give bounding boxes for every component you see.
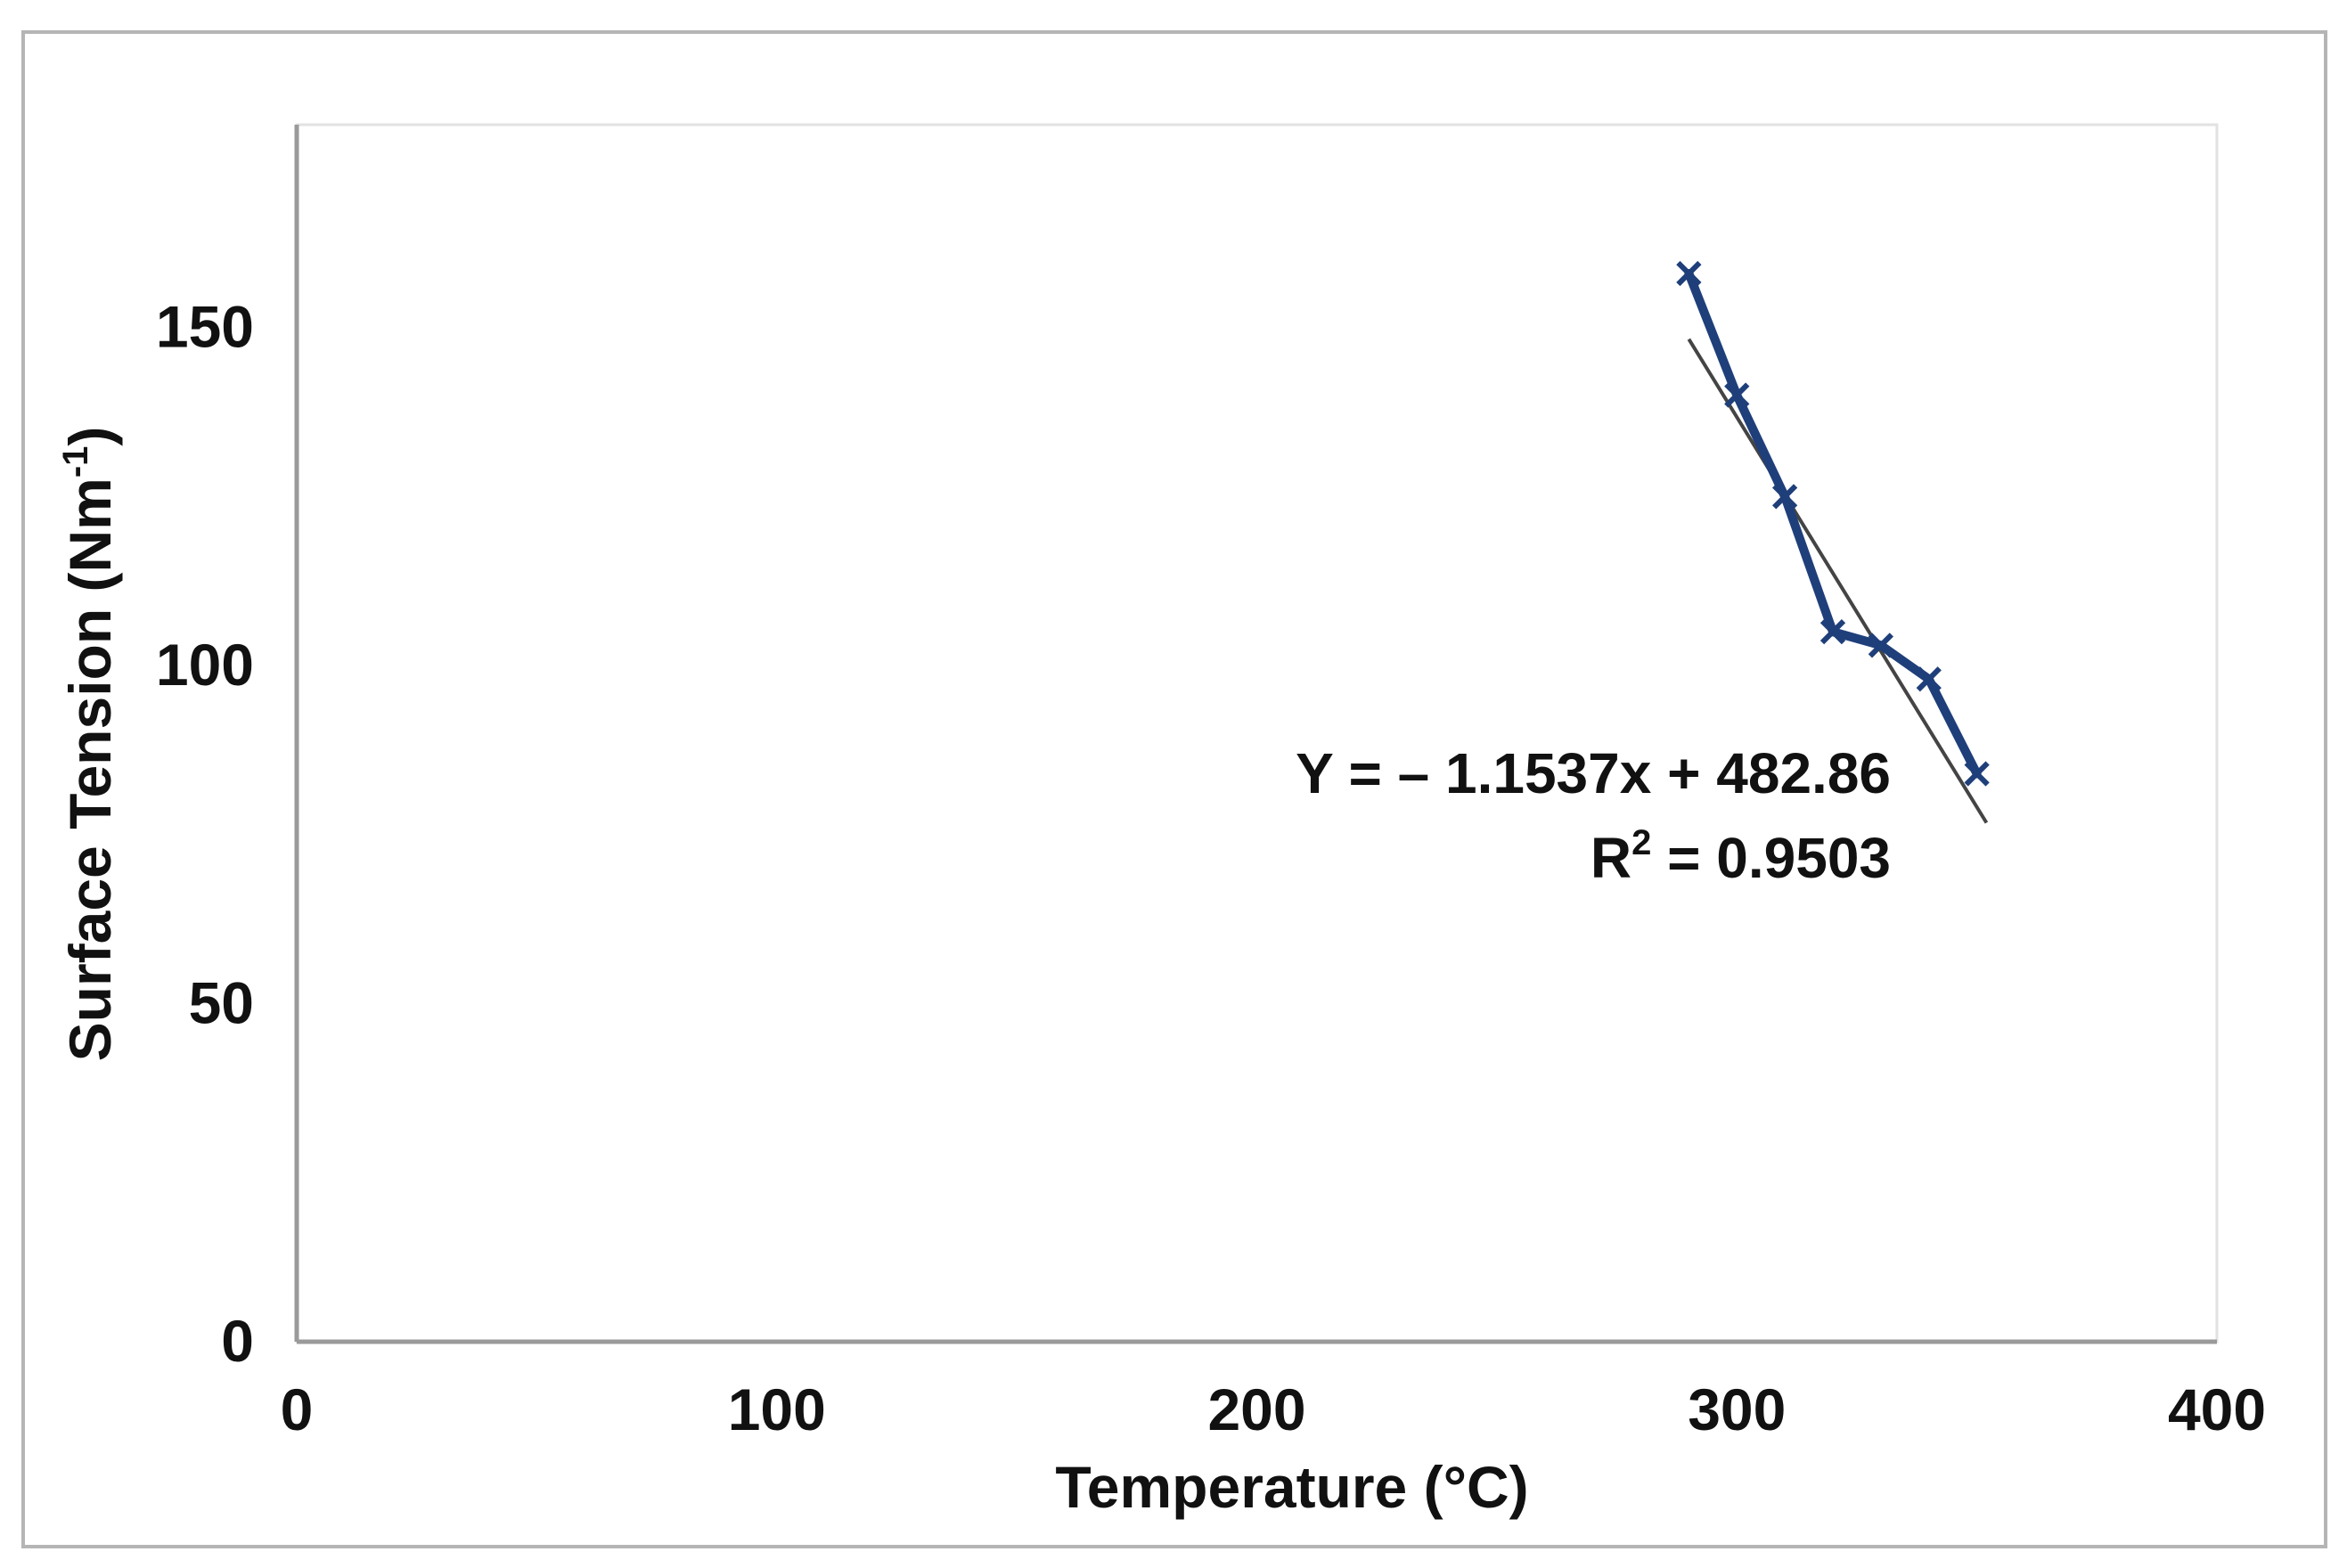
x-tick-label: 200 <box>1207 1376 1305 1442</box>
trendline <box>1687 338 1989 824</box>
data-point <box>1772 484 1798 510</box>
y-tick-label: 150 <box>156 294 254 360</box>
y-tick-label: 50 <box>189 970 254 1036</box>
data-point <box>1724 382 1750 408</box>
trendline-layer <box>1687 338 1989 824</box>
y-tick-labels: 0 50 100 150 <box>156 294 254 1374</box>
data-point <box>1868 633 1893 658</box>
data-point <box>1676 260 1702 287</box>
data-point <box>1964 761 1990 787</box>
x-tick-label: 400 <box>2168 1376 2266 1442</box>
r-squared-value: = 0.9503 <box>1651 826 1891 890</box>
plot-area <box>295 123 2219 1343</box>
data-point <box>1916 666 1942 692</box>
y-axis-title-close: ) <box>57 427 123 446</box>
x-tick-label: 0 <box>281 1376 314 1442</box>
y-axis-title-main: Surface Tension (Nm <box>57 478 123 1061</box>
x-tick-label: 100 <box>728 1376 826 1442</box>
series-layer <box>1676 260 1990 787</box>
y-tick-label: 0 <box>221 1308 254 1374</box>
y-tick-label: 100 <box>156 632 254 698</box>
y-axis-title: Surface Tension (Nm-1) <box>56 427 123 1062</box>
r-squared-sup: 2 <box>1631 823 1651 862</box>
data-point <box>1820 619 1846 645</box>
x-axis-title: Temperature (°C) <box>1055 1454 1528 1520</box>
y-axis-title-sup: -1 <box>56 446 95 478</box>
r-squared-label: R2 = 0.9503 <box>1591 823 1891 890</box>
x-tick-label: 300 <box>1688 1376 1786 1442</box>
trendline-equation: Y = – 1.1537x + 482.86 <box>1296 741 1891 805</box>
r-squared-prefix: R <box>1591 826 1631 890</box>
x-tick-labels: 0 100 200 300 400 <box>281 1376 2266 1442</box>
